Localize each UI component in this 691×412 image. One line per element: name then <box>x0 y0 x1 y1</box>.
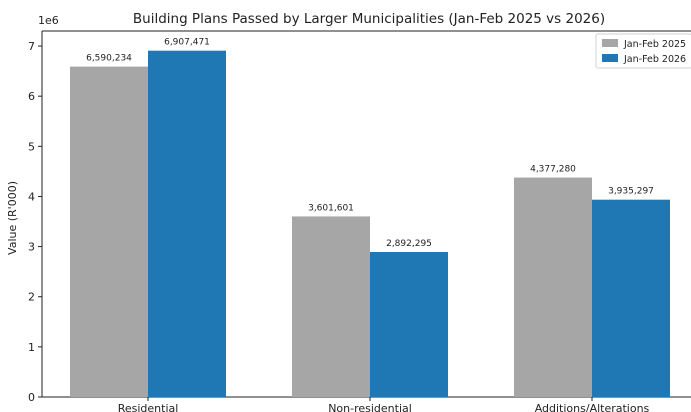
bar-value-label: 2,892,295 <box>386 239 432 249</box>
bar-value-label: 3,935,297 <box>608 187 654 197</box>
bar <box>292 216 370 397</box>
bar-value-label: 6,590,234 <box>86 54 132 64</box>
y-tick-label: 3 <box>28 241 35 254</box>
y-axis-label: Value (R'000) <box>6 181 19 255</box>
y-tick-label: 7 <box>28 40 35 53</box>
legend-box <box>595 33 691 69</box>
y-tick-label: 4 <box>28 190 35 203</box>
legend-label: Jan-Feb 2025 <box>623 39 686 50</box>
legend-label: Jan-Feb 2026 <box>623 54 686 65</box>
y-tick-label: 2 <box>28 291 35 304</box>
y-scale-label: 1e6 <box>38 14 59 27</box>
bar-value-label: 6,907,471 <box>164 38 210 48</box>
plot-area: 0 1 2 3 4 5 6 7 Residential 6,590,234 6,907,471 Non… <box>28 30 691 412</box>
bar <box>592 199 670 397</box>
y-tick-label: 6 <box>28 90 35 103</box>
bar-value-label: 4,377,280 <box>530 165 576 175</box>
y-tick-label: 0 <box>28 391 35 404</box>
bar <box>514 177 592 397</box>
legend-swatch <box>602 39 618 47</box>
bar-value-label: 3,601,601 <box>308 203 354 213</box>
y-tick-label: 5 <box>28 140 35 153</box>
x-tick-label: Non-residential <box>328 402 412 412</box>
legend-swatch <box>602 54 618 62</box>
bar <box>70 66 148 398</box>
y-tick-label: 1 <box>28 341 35 354</box>
bar <box>370 251 448 397</box>
chart-title: Building Plans Passed by Larger Municipa… <box>133 11 605 27</box>
bar <box>148 50 226 397</box>
x-tick-label: Additions/Alterations <box>535 402 650 412</box>
x-tick-label: Residential <box>118 402 179 412</box>
